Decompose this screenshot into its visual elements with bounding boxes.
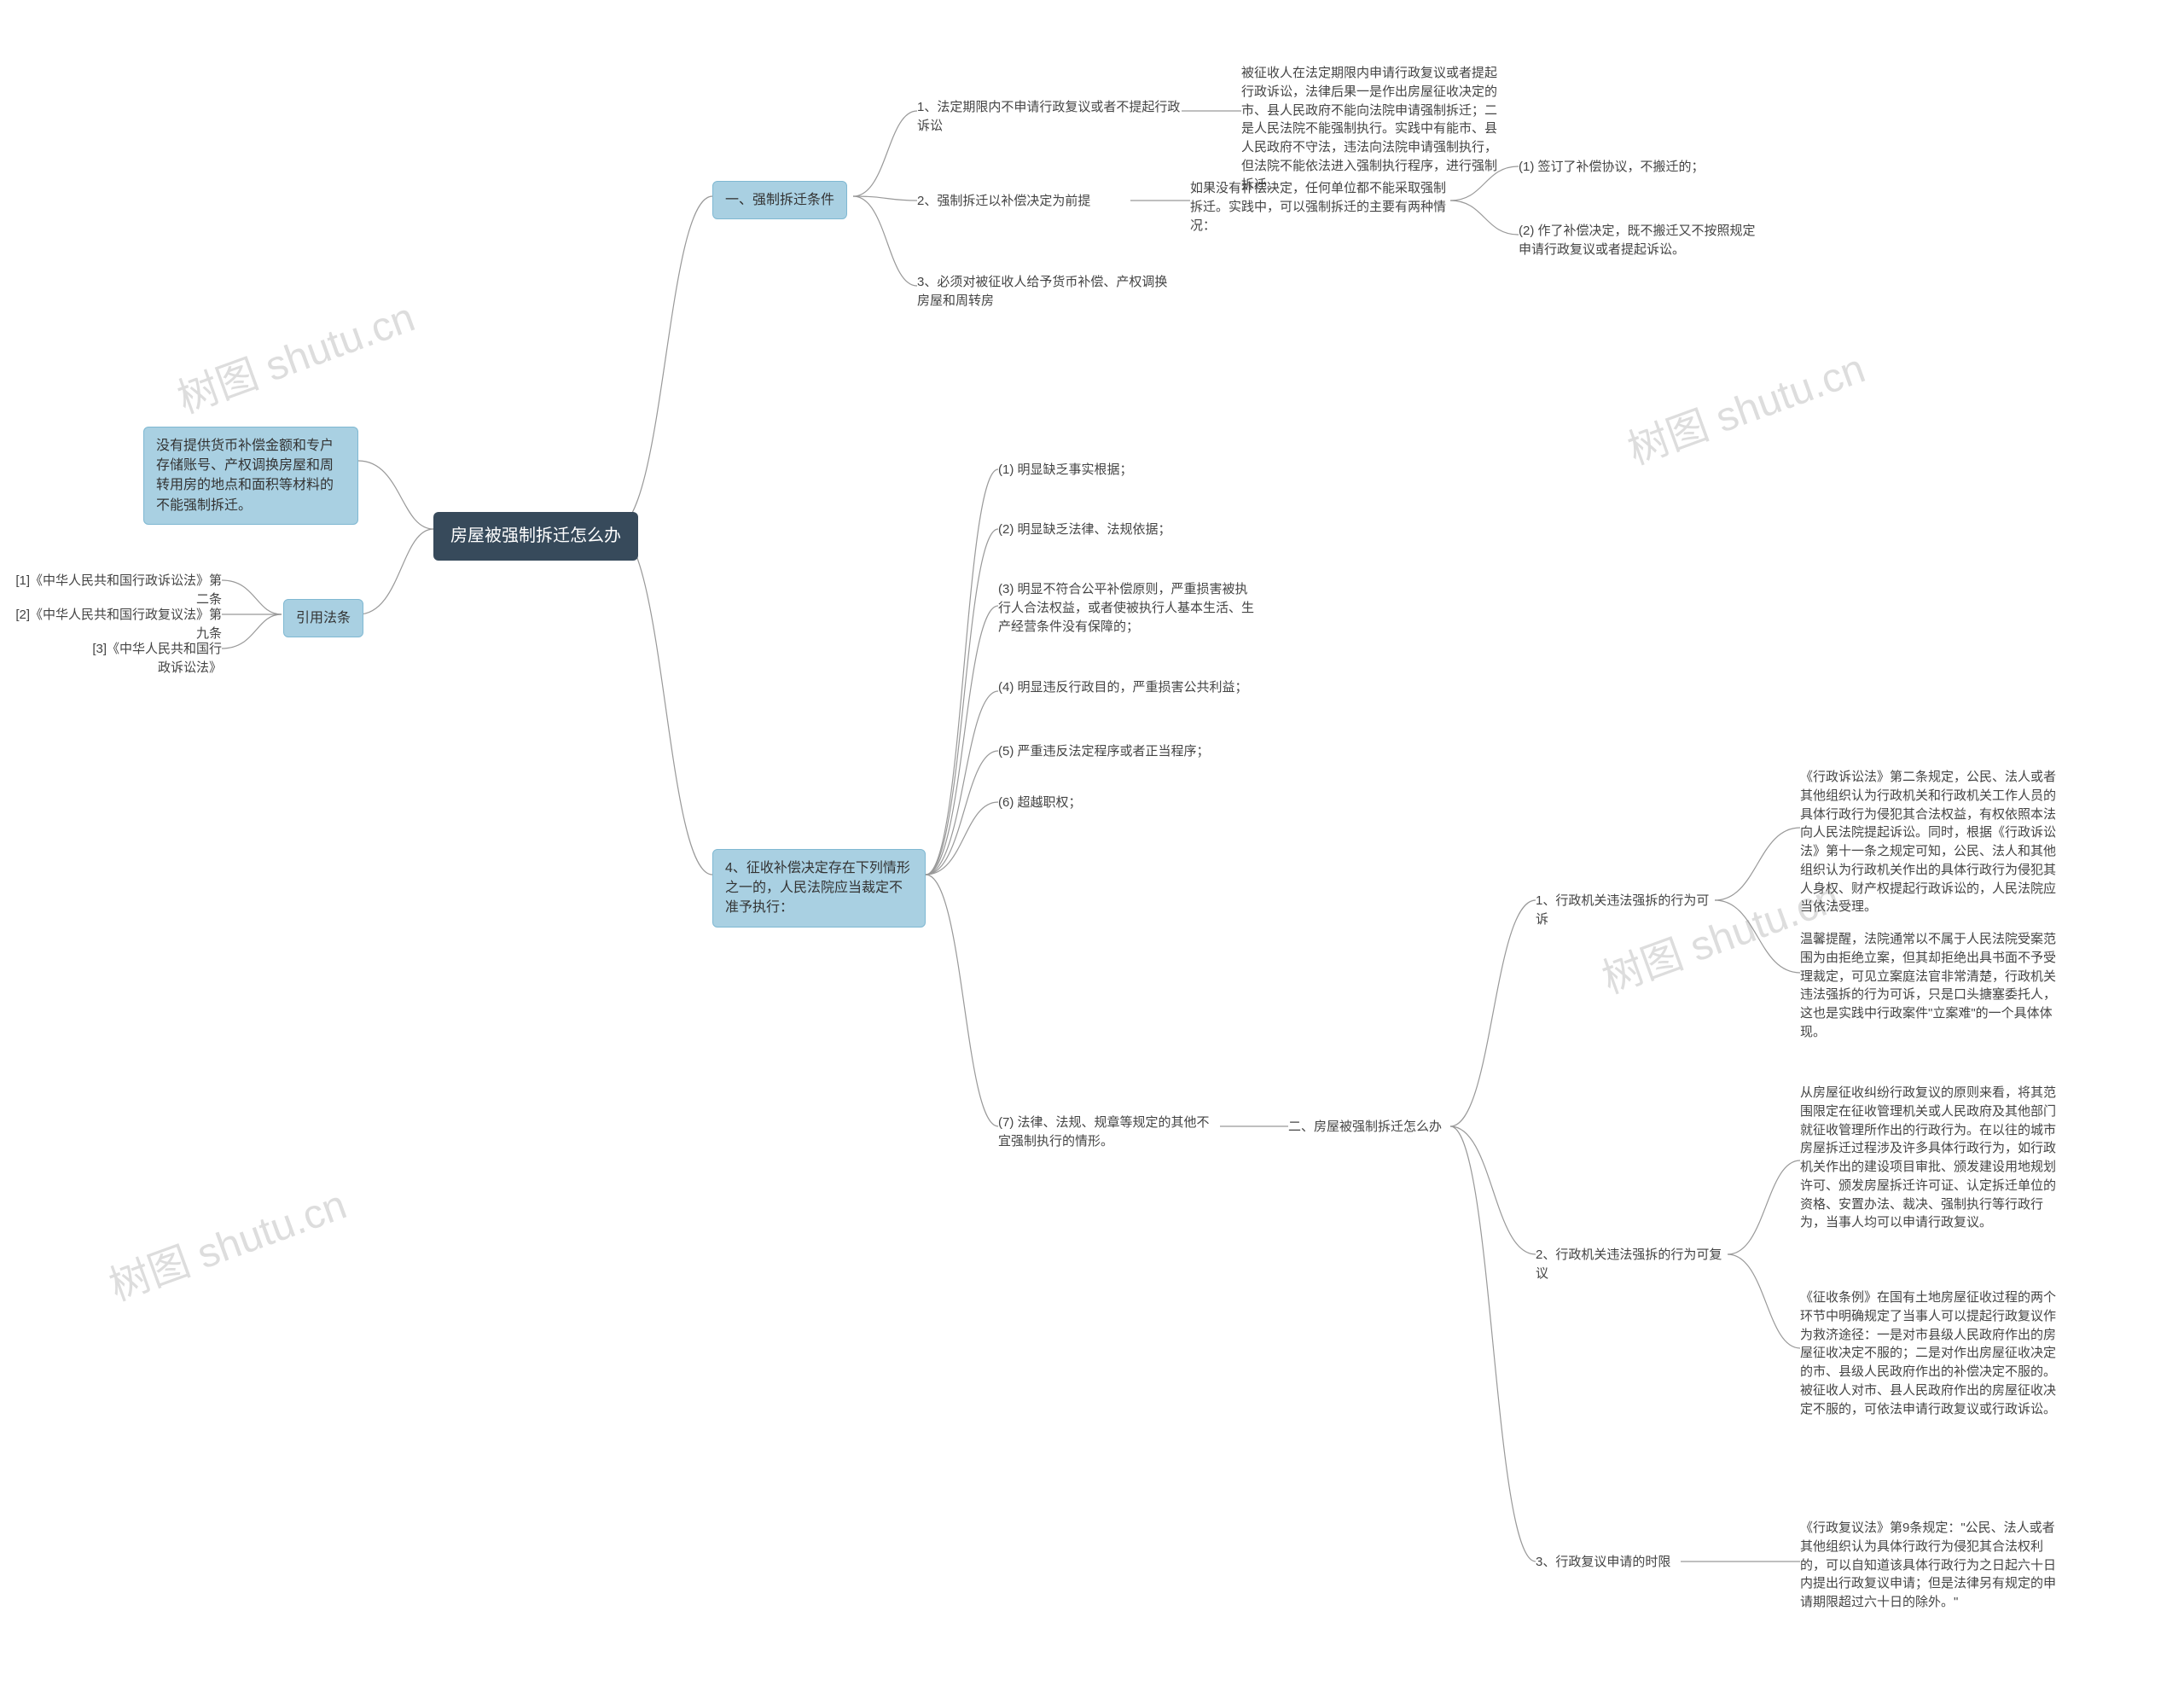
s2-item1: 1、行政机关违法强拆的行为可诉	[1536, 892, 1715, 929]
watermark: 树图 shutu.cn	[168, 283, 421, 424]
s4-c4: (4) 明显违反行政目的，严重损害公共利益；	[998, 678, 1254, 697]
s4-c3: (3) 明显不符合公平补偿原则，严重损害被执行人合法权益，或者使被执行人基本生活…	[998, 580, 1254, 636]
s4-c5: (5) 严重违反法定程序或者正当程序；	[998, 742, 1254, 761]
s1-item1: 1、法定期限内不申请行政复议或者不提起行政诉讼	[917, 98, 1182, 136]
section4-title[interactable]: 4、征收补偿决定存在下列情形之一的，人民法院应当裁定不准予执行：	[712, 849, 926, 928]
watermark: 树图 shutu.cn	[1618, 334, 1872, 475]
ref-item-1: [1]《中华人民共和国行政诉讼法》第二条	[9, 572, 222, 609]
s1-item3: 3、必须对被征收人给予货币补偿、产权调换房屋和周转房	[917, 273, 1173, 311]
ref-item-3: [3]《中华人民共和国行政诉讼法》	[85, 640, 222, 678]
s1-item2-detail: 如果没有补偿决定，任何单位都不能采取强制拆迁。实践中，可以强制拆迁的主要有两种情…	[1190, 179, 1450, 235]
left-note[interactable]: 没有提供货币补偿金额和专户存储账号、产权调换房屋和周转用房的地点和面积等材料的不…	[143, 427, 358, 525]
s2-item1-d2: 温馨提醒，法院通常以不属于人民法院受案范围为由拒绝立案，但其却拒绝出具书面不予受…	[1800, 930, 2056, 1042]
s2-item3-d1: 《行政复议法》第9条规定："公民、法人或者其他组织认为具体行政行为侵犯其合法权利…	[1800, 1519, 2056, 1612]
s1-item1-detail: 被征收人在法定期限内申请行政复议或者提起行政诉讼，法律后果一是作出房屋征收决定的…	[1241, 64, 1497, 194]
root-node[interactable]: 房屋被强制拆迁怎么办	[433, 512, 638, 561]
s2-item2-d2: 《征收条例》在国有土地房屋征收过程的两个环节中明确规定了当事人可以提起行政复议作…	[1800, 1288, 2056, 1418]
ref-item-2: [2]《中华人民共和国行政复议法》第九条	[9, 606, 222, 643]
watermark: 树图 shutu.cn	[100, 1171, 353, 1311]
s2-item1-d1: 《行政诉讼法》第二条规定，公民、法人或者其他组织认为行政机关和行政机关工作人员的…	[1800, 768, 2056, 916]
s4-c1: (1) 明显缺乏事实根据；	[998, 461, 1220, 480]
s2-item2-d1: 从房屋征收纠纷行政复议的原则来看，将其范围限定在征收管理机关或人民政府及其他部门…	[1800, 1084, 2056, 1232]
s4-c7: (7) 法律、法规、规章等规定的其他不宜强制执行的情形。	[998, 1114, 1220, 1151]
section2-title[interactable]: 二、房屋被强制拆迁怎么办	[1288, 1118, 1450, 1137]
s2-item2: 2、行政机关违法强拆的行为可复议	[1536, 1246, 1728, 1283]
refs-title[interactable]: 引用法条	[283, 599, 363, 637]
s4-c2: (2) 明显缺乏法律、法规依据；	[998, 521, 1220, 539]
section1-title[interactable]: 一、强制拆迁条件	[712, 181, 847, 219]
s1-item2-sub-a: (1) 签订了补偿协议，不搬迁的；	[1519, 158, 1740, 177]
s1-item2: 2、强制拆迁以补偿决定为前提	[917, 192, 1130, 211]
s2-item3: 3、行政复议申请的时限	[1536, 1553, 1681, 1572]
s1-item2-sub-b: (2) 作了补偿决定，既不搬迁又不按照规定申请行政复议或者提起诉讼。	[1519, 222, 1766, 259]
s4-c6: (6) 超越职权；	[998, 794, 1220, 812]
